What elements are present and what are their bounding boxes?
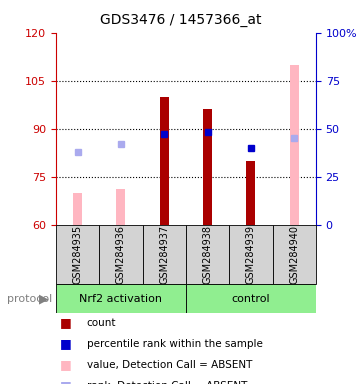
Bar: [73, 193, 82, 225]
FancyBboxPatch shape: [56, 284, 186, 313]
FancyBboxPatch shape: [56, 225, 99, 284]
Text: GSM284939: GSM284939: [246, 225, 256, 284]
FancyBboxPatch shape: [143, 225, 186, 284]
Text: Nrf2 activation: Nrf2 activation: [79, 293, 162, 304]
Text: ■: ■: [60, 337, 71, 350]
Text: ▶: ▶: [39, 292, 49, 305]
Text: GSM284935: GSM284935: [73, 225, 83, 284]
Text: GSM284936: GSM284936: [116, 225, 126, 284]
Text: GSM284938: GSM284938: [203, 225, 213, 284]
Text: percentile rank within the sample: percentile rank within the sample: [87, 339, 262, 349]
Text: control: control: [232, 293, 270, 304]
Text: rank, Detection Call = ABSENT: rank, Detection Call = ABSENT: [87, 381, 247, 384]
FancyBboxPatch shape: [186, 225, 229, 284]
Text: GDS3476 / 1457366_at: GDS3476 / 1457366_at: [100, 13, 261, 27]
FancyBboxPatch shape: [273, 225, 316, 284]
Text: ■: ■: [60, 316, 71, 329]
Text: value, Detection Call = ABSENT: value, Detection Call = ABSENT: [87, 360, 252, 370]
FancyBboxPatch shape: [99, 225, 143, 284]
Bar: [290, 65, 299, 225]
FancyBboxPatch shape: [186, 284, 316, 313]
Text: GSM284937: GSM284937: [159, 225, 169, 284]
Text: ■: ■: [60, 358, 71, 371]
Bar: [160, 97, 169, 225]
Bar: [246, 161, 256, 225]
FancyBboxPatch shape: [229, 225, 273, 284]
Bar: [116, 189, 126, 225]
Text: ■: ■: [60, 379, 71, 384]
Text: protocol: protocol: [7, 293, 52, 304]
Text: GSM284940: GSM284940: [289, 225, 299, 284]
Text: count: count: [87, 318, 116, 328]
Bar: [203, 109, 212, 225]
